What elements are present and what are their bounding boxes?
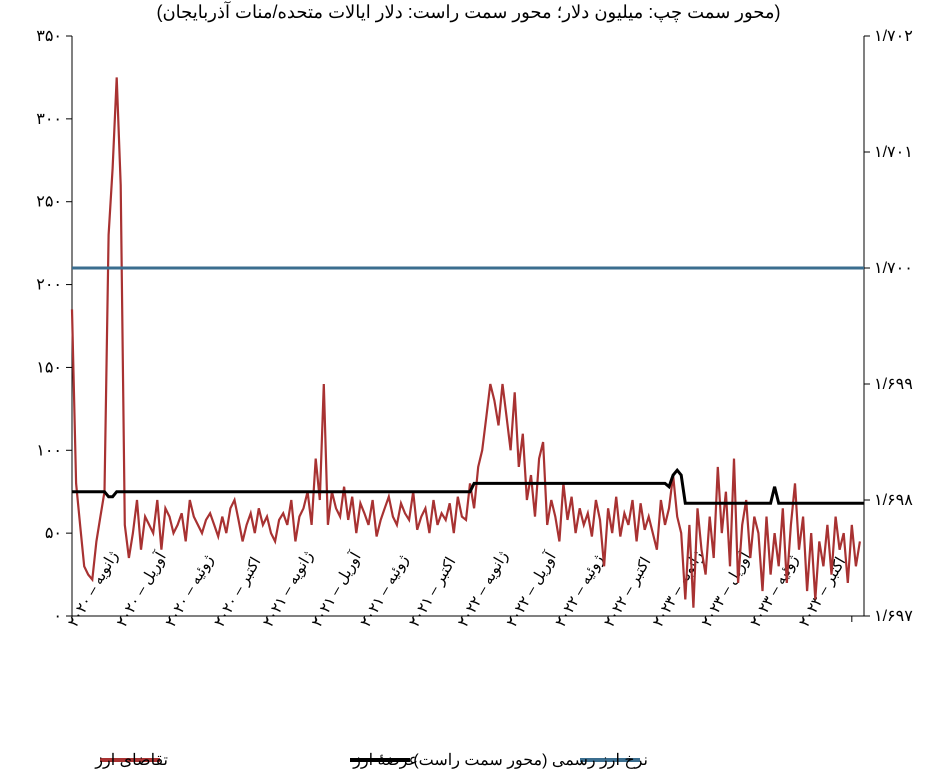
svg-text:۰: ۰: [53, 608, 62, 625]
svg-text:۲۰۰: ۲۰۰: [36, 277, 62, 294]
legend-label-demand: تقاضای ارز: [94, 752, 168, 769]
chart-svg: ۰ ۵۰ ۱۰۰ ۱۵۰ ۲۰۰ ۲۵۰ ۳۰۰ ۳۵۰ ۱/۶۹۷ ۱/۶۹۸ ۱/۶۹۹ ۱/۷۰…: [0, 0, 937, 783]
legend-label-rate: نرخ ارز رسمی (محور سمت راست): [413, 752, 648, 769]
legend-label-supply: عرضهٔ ارز: [352, 752, 418, 769]
svg-text:۱/۷۰۲: ۱/۷۰۲: [874, 28, 913, 45]
svg-text:۳۰۰: ۳۰۰: [36, 111, 62, 128]
svg-text:۵۰: ۵۰: [45, 525, 62, 542]
svg-text:۱/۶۹۹: ۱/۶۹۹: [874, 376, 913, 393]
svg-text:۱/۶۹۷: ۱/۶۹۷: [874, 608, 913, 625]
svg-text:۲۵۰: ۲۵۰: [36, 194, 62, 211]
svg-text:۱/۷۰۱: ۱/۷۰۱: [874, 144, 913, 161]
svg-text:۱۵۰: ۱۵۰: [36, 359, 62, 376]
svg-text:۱/۶۹۸: ۱/۶۹۸: [874, 492, 913, 509]
svg-text:۱/۷۰۰: ۱/۷۰۰: [874, 260, 913, 277]
svg-text:۱۰۰: ۱۰۰: [36, 442, 62, 459]
svg-text:۳۵۰: ۳۵۰: [36, 28, 62, 45]
